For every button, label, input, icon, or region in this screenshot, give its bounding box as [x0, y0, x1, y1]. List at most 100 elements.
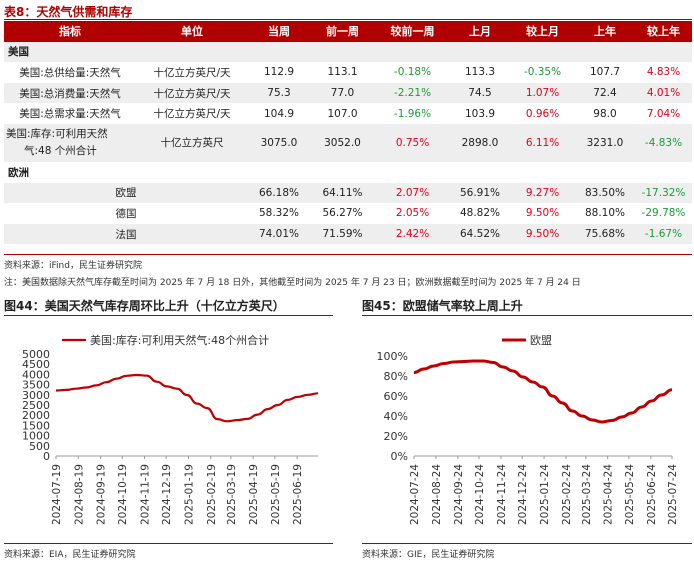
x-tick-label: 2025-06-19	[292, 464, 304, 525]
row-current: 66.18%	[248, 182, 310, 204]
x-tick-label: 2024-11-24	[496, 464, 508, 525]
row-current: 75.3	[248, 82, 310, 104]
y-tick-label: 0%	[391, 450, 408, 463]
header-wow: 较前一周	[375, 21, 450, 42]
x-tick-label: 2025-06-24	[646, 464, 658, 525]
row-mom: 6.11%	[510, 123, 575, 162]
row-name: 法国	[4, 223, 248, 245]
row-mom: 9.50%	[510, 223, 575, 245]
table-row: 美国:总需求量:天然气 十亿立方英尺/天 104.9 107.0 -1.96% …	[4, 103, 692, 124]
header-last-month: 上月	[450, 21, 510, 42]
x-tick-label: 2024-07-19	[51, 464, 63, 525]
x-tick-label: 2025-02-24	[561, 464, 573, 525]
header-prev-week: 前一周	[310, 21, 375, 42]
row-prev-week: 113.1	[327, 66, 358, 79]
row-unit: 十亿立方英尺/天	[153, 66, 231, 79]
row-name: 美国:总需求量:天然气	[19, 108, 121, 121]
header-indicator: 指标	[4, 21, 136, 42]
row-prev-week: 3052.0	[310, 123, 375, 162]
x-tick-label: 2024-09-24	[453, 464, 465, 525]
chart44-title: 图44：美国天然气库存周环比上升（十亿立方英尺）	[4, 299, 285, 313]
row-wow: 2.42%	[375, 223, 450, 245]
row-last-year: 98.0	[593, 107, 617, 120]
row-name-line-2: 气:48 个州合计	[24, 144, 97, 157]
table-row: 德国 58.32% 56.27% 2.05% 48.82% 9.50% 88.1…	[4, 203, 692, 224]
x-tick-label: 2024-10-24	[474, 464, 486, 525]
y-tick-label: 5000	[22, 348, 50, 361]
row-last-month: 74.5	[450, 82, 510, 104]
row-last-month: 56.91%	[450, 182, 510, 204]
row-last-year: 72.4	[575, 82, 635, 104]
x-tick-label: 2025-04-24	[603, 464, 615, 525]
row-last-year: 3231.0	[575, 123, 635, 162]
row-mom: 1.07%	[510, 82, 575, 104]
table-row: 欧盟 66.18% 64.11% 2.07% 56.91% 9.27% 83.5…	[4, 182, 692, 204]
table-title: 表8：天然气供需和库存	[4, 5, 133, 19]
row-yoy: 4.83%	[646, 66, 681, 79]
section-row-eu: 欧洲	[4, 162, 692, 183]
header-unit: 单位	[136, 21, 248, 42]
row-last-year: 75.68%	[575, 223, 635, 245]
y-tick-label: 1000	[22, 430, 50, 443]
row-last-month: 113.3	[464, 66, 496, 79]
x-tick-label: 2024-08-19	[73, 464, 85, 525]
legend-label: 美国:库存:可利用天然气:48个州合计	[90, 333, 269, 347]
row-yoy: -29.78%	[641, 207, 686, 220]
row-wow: -0.18%	[393, 66, 432, 79]
y-tick-label: 40%	[384, 410, 408, 423]
row-yoy: -4.83%	[635, 123, 692, 162]
x-tick-label: 2025-03-19	[226, 464, 238, 525]
table-row: 美国:总供给量:天然气 十亿立方英尺/天 112.9 113.1 -0.18% …	[4, 62, 692, 83]
y-tick-label: 80%	[384, 370, 408, 383]
row-current: 104.9	[263, 107, 295, 120]
x-tick-label: 2025-05-24	[624, 464, 636, 525]
x-tick-label: 2024-10-19	[117, 464, 129, 525]
row-prev-week: 56.27%	[322, 207, 363, 220]
legend-label: 欧盟	[530, 334, 552, 347]
chart44-us-storage-chart: 0500100015002000250030003500400045005000…	[22, 333, 319, 525]
y-tick-label: 60%	[384, 390, 408, 403]
x-tick-label: 2025-01-24	[539, 464, 551, 525]
series-line	[55, 373, 319, 423]
table-source: 资料来源：iFind，民生证券研究院	[4, 261, 142, 271]
row-last-month: 103.9	[464, 107, 496, 120]
section-row-us: 美国	[4, 41, 692, 63]
row-name-line-1: 美国:库存:可利用天然	[6, 127, 108, 140]
x-tick-label: 2024-11-19	[140, 464, 152, 525]
row-unit: 十亿立方英尺/天	[136, 82, 248, 104]
row-last-year: 107.7	[589, 66, 621, 79]
row-name: 欧盟	[4, 182, 248, 204]
header-last-year: 上年	[575, 21, 635, 42]
table-header-row: 指标 单位 当周 前一周 较前一周 上月 较上月 上年 较上年	[4, 21, 692, 42]
row-last-month: 48.82%	[459, 207, 501, 220]
table-top-rule	[4, 19, 692, 20]
header-mom: 较上月	[510, 21, 575, 42]
section-label-eu: 欧洲	[8, 166, 29, 179]
header-yoy: 较上年	[635, 21, 692, 42]
y-tick-label: 100%	[377, 350, 408, 363]
x-tick-label: 2025-02-19	[206, 464, 218, 525]
y-tick-label: 20%	[384, 430, 408, 443]
row-wow: 0.75%	[375, 123, 450, 162]
x-tick-label: 2025-07-24	[667, 464, 679, 525]
row-last-year: 83.50%	[575, 182, 635, 204]
chart45-bottom-rule	[362, 543, 692, 544]
row-name: 德国	[115, 207, 137, 220]
row-last-year: 88.10%	[584, 207, 626, 220]
x-tick-label: 2024-12-24	[517, 464, 529, 525]
table-row: 美国:库存:可利用天然 气:48 个州合计 十亿立方英尺 3075.0 3052…	[4, 123, 692, 162]
chart45-title-rule	[362, 315, 692, 316]
row-prev-week: 77.0	[310, 82, 375, 104]
y-tick-label: 0	[43, 450, 50, 463]
row-current: 58.32%	[258, 207, 300, 220]
y-tick-label: 2500	[22, 399, 50, 412]
row-unit: 十亿立方英尺/天	[153, 108, 231, 121]
row-prev-week: 107.0	[327, 107, 358, 120]
row-prev-week: 64.11%	[310, 182, 375, 204]
row-wow: 2.07%	[375, 182, 450, 204]
y-tick-label: 3500	[22, 379, 50, 392]
x-tick-label: 2025-04-19	[248, 464, 260, 525]
row-mom: -0.35%	[523, 66, 562, 79]
chart45-title: 图45：欧盟储气率较上周上升	[362, 299, 523, 313]
chart44-title-rule	[4, 315, 333, 316]
